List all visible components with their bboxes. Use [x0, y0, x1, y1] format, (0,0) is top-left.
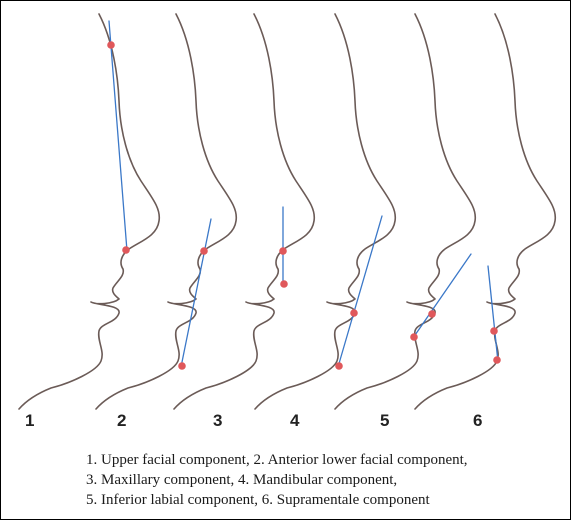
panel-number-4: 4 — [290, 411, 300, 430]
labrale-inferius-point — [350, 309, 358, 317]
figure-caption: 1. Upper facial component, 2. Anterior l… — [86, 450, 556, 510]
face-profile-4 — [254, 13, 397, 410]
face-profile-6 — [414, 13, 557, 410]
caption-line-2: 3. Maxillary component, 4. Mandibular co… — [86, 472, 398, 488]
caption-line-3: 5. Inferior labial component, 6. Suprame… — [86, 492, 430, 508]
subnasale-point-2 — [122, 246, 130, 254]
inferior-labial-line — [412, 253, 472, 339]
panel-number-1: 1 — [25, 411, 35, 430]
subnasale-point-3 — [200, 247, 208, 255]
labrale-superius-point — [280, 280, 288, 288]
soft-tissue-pogonion-point-5 — [335, 362, 343, 370]
face-profile-5 — [334, 13, 477, 410]
face-profile-1 — [18, 13, 161, 410]
panel-number-6: 6 — [473, 411, 483, 430]
soft-tissue-pogonion-point-7 — [493, 356, 501, 364]
supramentale-line — [487, 265, 499, 363]
labiomental-point — [410, 333, 418, 341]
lower-lip-point — [428, 310, 436, 318]
panel-number-3: 3 — [213, 411, 223, 430]
face-profile-3 — [173, 13, 316, 410]
panel-number-5: 5 — [380, 411, 390, 430]
anterior-lower-facial-line — [180, 218, 212, 368]
caption-line-1: 1. Upper facial component, 2. Anterior l… — [86, 452, 468, 468]
panel-number-2: 2 — [117, 411, 127, 430]
nasion-point — [107, 41, 115, 49]
subnasale-point-4 — [279, 247, 287, 255]
supramentale-point — [490, 327, 498, 335]
soft-tissue-pogonion-point-3 — [178, 362, 186, 370]
mandibular-line — [337, 215, 383, 368]
upper-facial-line — [108, 20, 128, 252]
